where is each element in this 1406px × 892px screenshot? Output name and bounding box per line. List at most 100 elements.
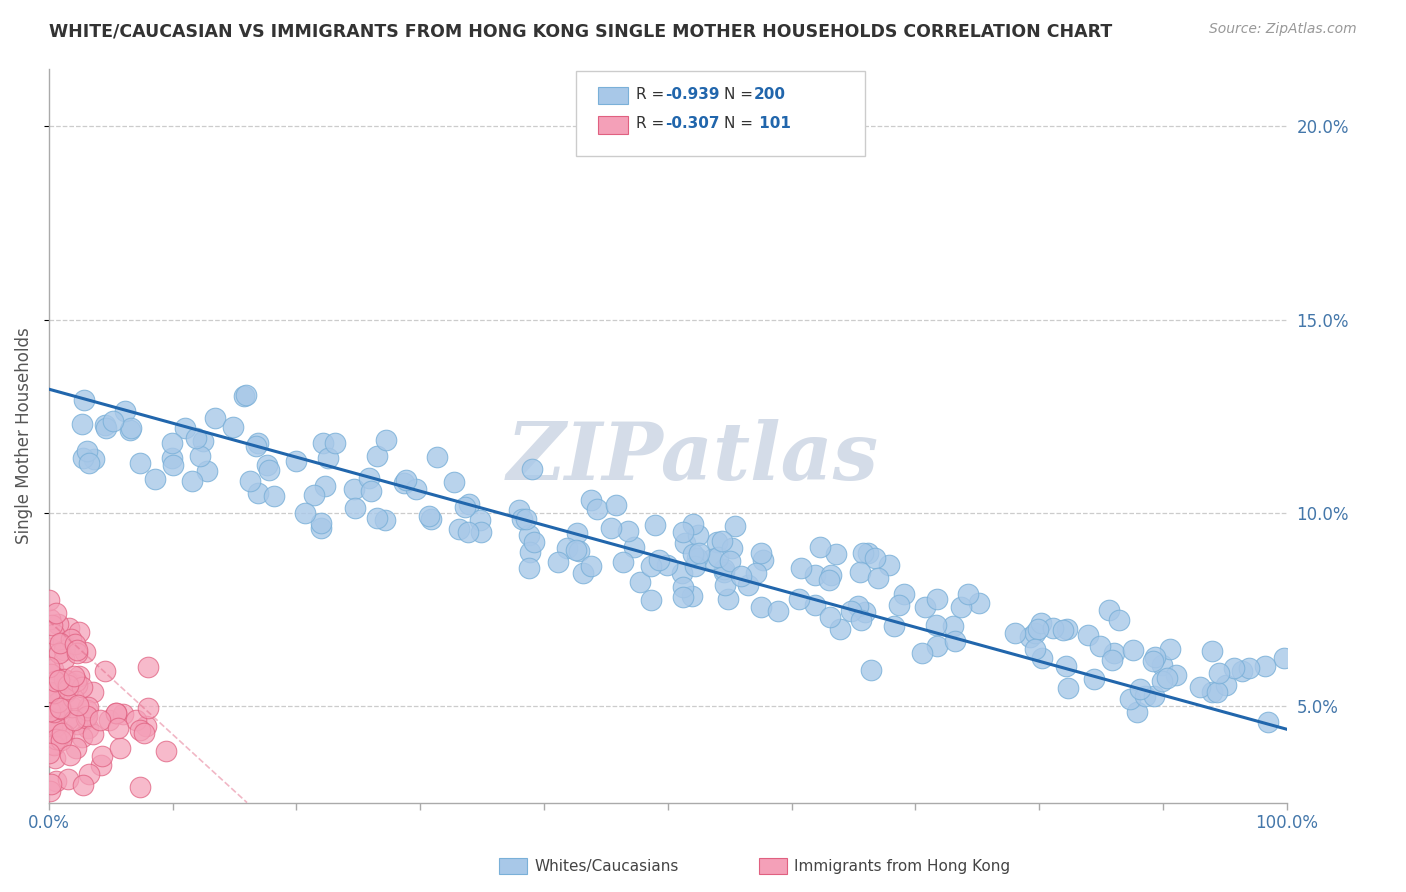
Point bbox=[76, 708, 98, 723]
Point bbox=[710, 534, 733, 549]
Text: -0.939: -0.939 bbox=[665, 87, 720, 102]
Point bbox=[138, 701, 160, 715]
Text: 101: 101 bbox=[754, 117, 790, 131]
Point bbox=[75, 711, 97, 725]
Point bbox=[204, 410, 226, 425]
Point bbox=[1143, 650, 1166, 665]
Point bbox=[52, 633, 75, 648]
Point bbox=[849, 613, 872, 627]
Point bbox=[804, 598, 827, 612]
Point bbox=[685, 558, 707, 573]
Point bbox=[114, 404, 136, 418]
Point bbox=[571, 566, 593, 580]
Point bbox=[180, 474, 202, 488]
Text: -0.307: -0.307 bbox=[665, 117, 720, 131]
Point bbox=[44, 606, 66, 620]
Point bbox=[1077, 628, 1099, 642]
Point bbox=[42, 706, 65, 720]
Point bbox=[67, 698, 90, 713]
Point bbox=[1232, 664, 1254, 678]
Point bbox=[443, 475, 465, 489]
Point bbox=[66, 646, 89, 660]
Point bbox=[1031, 615, 1053, 630]
Point bbox=[56, 772, 79, 786]
Point bbox=[925, 617, 948, 632]
Point bbox=[519, 545, 541, 559]
Point bbox=[392, 476, 415, 491]
Point bbox=[55, 685, 77, 699]
Point bbox=[314, 479, 336, 493]
Point bbox=[44, 751, 66, 765]
Point bbox=[1090, 640, 1112, 654]
Point bbox=[38, 592, 60, 607]
Point bbox=[49, 635, 72, 649]
Point bbox=[49, 693, 72, 707]
Point bbox=[101, 414, 124, 428]
Point bbox=[828, 622, 851, 636]
Point bbox=[1239, 661, 1261, 675]
Point bbox=[38, 746, 60, 760]
Point bbox=[395, 473, 418, 487]
Point bbox=[62, 691, 84, 706]
Point bbox=[744, 566, 766, 581]
Point bbox=[1004, 626, 1026, 640]
Point bbox=[617, 524, 640, 538]
Text: Source: ZipAtlas.com: Source: ZipAtlas.com bbox=[1209, 22, 1357, 37]
Point bbox=[39, 685, 62, 699]
Point bbox=[468, 513, 491, 527]
Point bbox=[426, 450, 449, 465]
Point bbox=[82, 726, 104, 740]
Point bbox=[59, 632, 82, 647]
Point bbox=[1024, 642, 1046, 657]
Point bbox=[943, 634, 966, 648]
Point bbox=[957, 587, 980, 601]
Point bbox=[48, 723, 70, 737]
Point bbox=[839, 604, 862, 618]
Point bbox=[1026, 622, 1049, 636]
Point bbox=[1101, 653, 1123, 667]
Point bbox=[686, 551, 709, 566]
Text: Immigrants from Hong Kong: Immigrants from Hong Kong bbox=[794, 859, 1011, 873]
Point bbox=[104, 706, 127, 720]
Point bbox=[39, 612, 62, 626]
Point bbox=[568, 544, 591, 558]
Point bbox=[263, 489, 285, 503]
Point bbox=[38, 660, 60, 674]
Point bbox=[48, 673, 70, 687]
Point bbox=[360, 484, 382, 499]
Point bbox=[246, 436, 269, 450]
Point bbox=[717, 592, 740, 607]
Point bbox=[44, 685, 66, 699]
Point bbox=[312, 436, 335, 450]
Point bbox=[600, 521, 623, 535]
Point bbox=[44, 674, 66, 689]
Point bbox=[82, 685, 104, 699]
Point bbox=[644, 517, 666, 532]
Point bbox=[77, 767, 100, 781]
Point bbox=[547, 555, 569, 569]
Point bbox=[233, 389, 256, 403]
Point bbox=[245, 439, 267, 453]
Point bbox=[46, 617, 69, 632]
Point bbox=[969, 596, 991, 610]
Point bbox=[41, 703, 63, 717]
Point bbox=[45, 773, 67, 788]
Point bbox=[359, 470, 381, 484]
Point bbox=[309, 516, 332, 530]
Point bbox=[48, 696, 70, 710]
Point bbox=[65, 677, 87, 691]
Point bbox=[58, 712, 80, 726]
Point bbox=[942, 619, 965, 633]
Point bbox=[1257, 714, 1279, 729]
Point bbox=[579, 558, 602, 573]
Point bbox=[111, 707, 134, 722]
Point bbox=[77, 721, 100, 735]
Point bbox=[820, 610, 842, 624]
Point bbox=[517, 528, 540, 542]
Point bbox=[564, 543, 586, 558]
Point bbox=[186, 431, 208, 445]
Point bbox=[720, 541, 742, 555]
Point bbox=[90, 749, 112, 764]
Point bbox=[672, 524, 695, 539]
Text: N =: N = bbox=[724, 87, 758, 102]
